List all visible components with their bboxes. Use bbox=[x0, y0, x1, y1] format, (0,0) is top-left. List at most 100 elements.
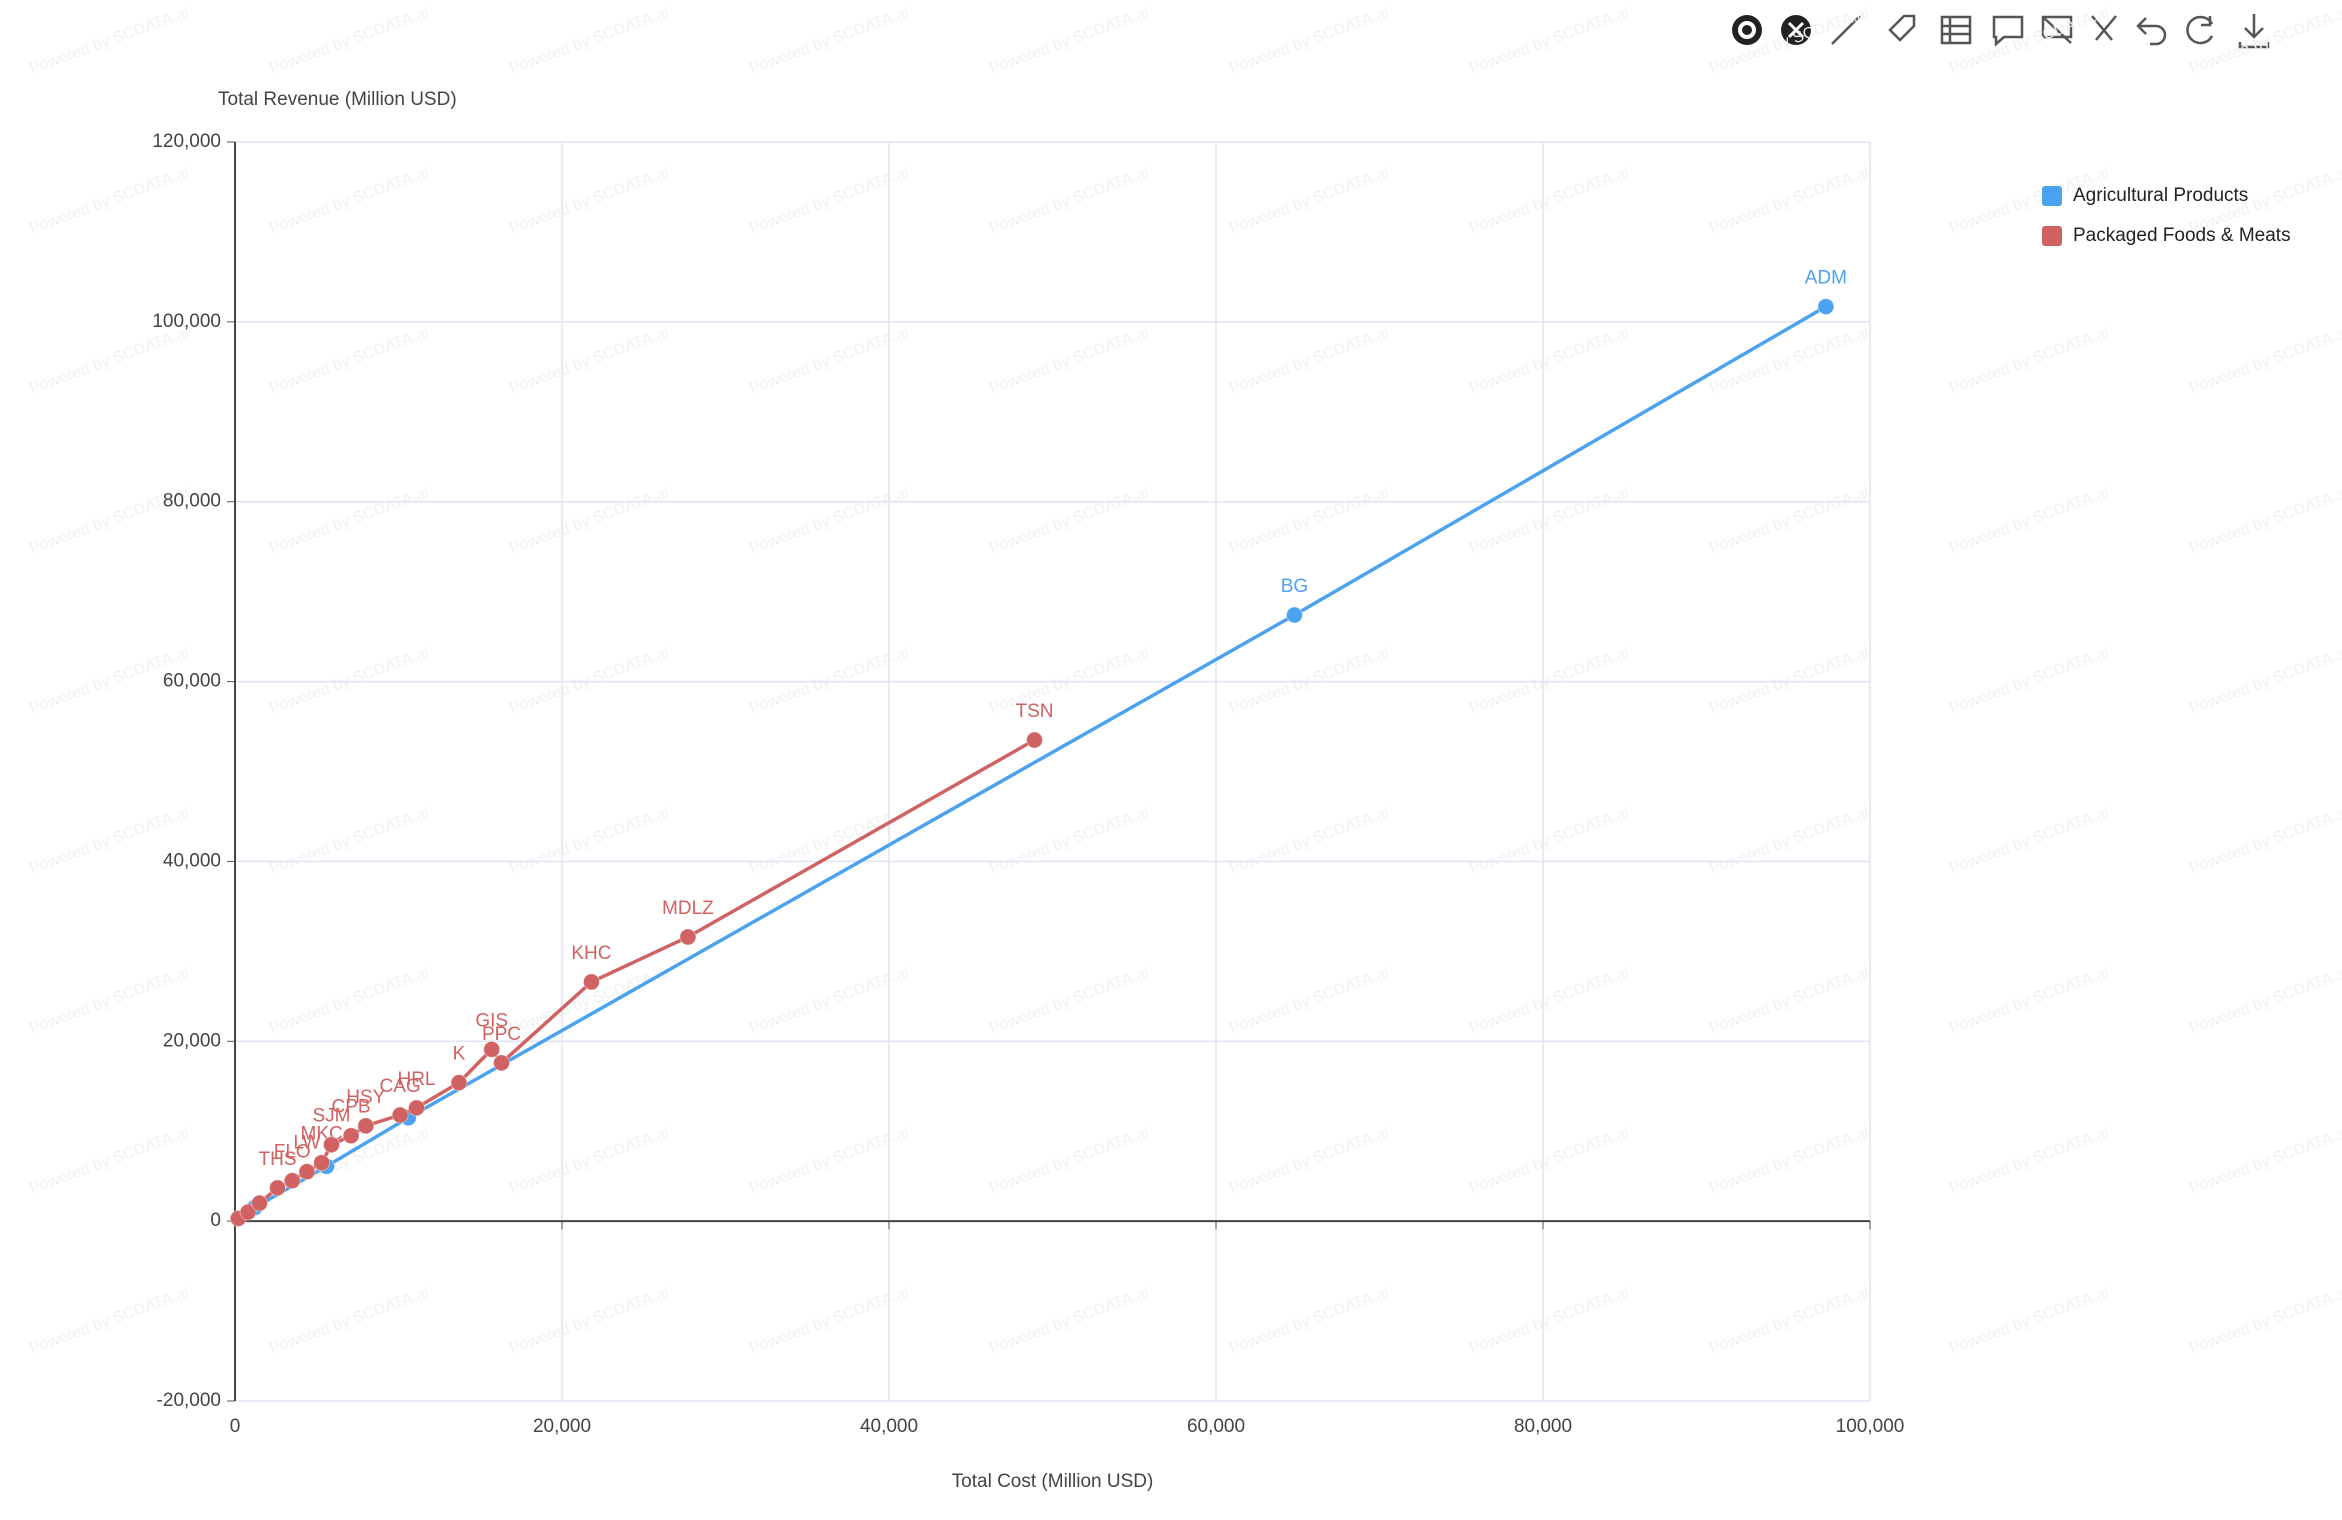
y-tick-label: 100,000 bbox=[152, 311, 221, 332]
watermark: Powered by SCDATA.ai bbox=[987, 484, 1151, 558]
point-label: MDLZ bbox=[662, 898, 714, 919]
tool-no-comment[interactable] bbox=[2041, 15, 2073, 44]
watermark: Powered by SCDATA.ai bbox=[2187, 1124, 2342, 1198]
y-tick-label: 80,000 bbox=[163, 491, 221, 512]
watermark: Powered by SCDATA.ai bbox=[267, 484, 431, 558]
watermark: Powered by SCDATA.ai bbox=[1947, 804, 2111, 878]
watermark: Powered by SCDATA.ai bbox=[267, 164, 431, 238]
series-line bbox=[253, 305, 1827, 1210]
legend-swatch bbox=[2042, 186, 2062, 206]
tool-refresh[interactable] bbox=[2186, 15, 2214, 45]
watermark: Powered by SCDATA.ai bbox=[1707, 804, 1871, 878]
watermark: Powered by SCDATA.ai bbox=[1947, 1284, 2111, 1358]
legend-label: Packaged Foods & Meats bbox=[2073, 225, 2291, 246]
watermark: Powered by SCDATA.ai bbox=[2187, 484, 2342, 558]
watermark: Powered by SCDATA.ai bbox=[747, 484, 911, 558]
point bbox=[269, 1179, 287, 1197]
watermark: Powered by SCDATA.ai bbox=[1707, 1284, 1871, 1358]
watermark: Powered by SCDATA.ai bbox=[27, 1284, 191, 1358]
watermark: Powered by SCDATA.ai bbox=[1467, 964, 1631, 1038]
watermark: Powered by SCDATA.ai bbox=[987, 4, 1151, 78]
point-label: CPB bbox=[332, 1097, 371, 1118]
x-tick-label: 20,000 bbox=[533, 1416, 591, 1437]
point bbox=[313, 1154, 331, 1172]
watermark: Powered by SCDATA.ai bbox=[1227, 964, 1391, 1038]
watermark: Powered by SCDATA.ai bbox=[987, 324, 1151, 398]
watermark: Powered by SCDATA.ai bbox=[1947, 484, 2111, 558]
watermark: Powered by SCDATA.ai bbox=[1947, 1124, 2111, 1198]
tool-table[interactable] bbox=[1940, 15, 1972, 45]
point-label: PPC bbox=[482, 1024, 521, 1045]
point-label: K bbox=[453, 1044, 466, 1065]
tool-point[interactable] bbox=[1732, 15, 1762, 45]
tool-line[interactable] bbox=[1831, 15, 1861, 45]
point bbox=[298, 1163, 316, 1181]
point-label: SJM bbox=[312, 1106, 350, 1127]
watermark: Powered by SCDATA.ai bbox=[27, 4, 191, 78]
point bbox=[679, 928, 697, 946]
point-label: FLO bbox=[274, 1142, 311, 1163]
y-axis-title: Total Revenue (Million USD) bbox=[218, 89, 457, 110]
x-tick-label: 0 bbox=[230, 1416, 241, 1437]
watermark: Powered by SCDATA.ai bbox=[2187, 1284, 2342, 1358]
point-label: HSY bbox=[346, 1087, 385, 1108]
x-tick-label: 40,000 bbox=[860, 1416, 918, 1437]
y-tick-label: -20,000 bbox=[157, 1390, 221, 1411]
point bbox=[357, 1117, 375, 1135]
point-label: GIS bbox=[475, 1010, 508, 1031]
watermark: Powered by SCDATA.ai bbox=[987, 964, 1151, 1038]
watermark: Powered by SCDATA.ai bbox=[1947, 964, 2111, 1038]
watermark: Powered by SCDATA.ai bbox=[1227, 324, 1391, 398]
x-tick-label: 100,000 bbox=[1836, 1416, 1905, 1437]
watermark: Powered by SCDATA.ai bbox=[1947, 644, 2111, 718]
point bbox=[322, 1136, 340, 1154]
point bbox=[1285, 606, 1303, 624]
point-label: THS bbox=[259, 1149, 297, 1170]
watermark: Powered by SCDATA.ai bbox=[267, 4, 431, 78]
watermark: Powered by SCDATA.ai bbox=[1707, 4, 1871, 78]
watermark: Powered by SCDATA.ai bbox=[27, 164, 191, 238]
watermark: Powered by SCDATA.ai bbox=[747, 804, 911, 878]
tool-undo[interactable] bbox=[2136, 17, 2167, 46]
x-axis-title: Total Cost (Million USD) bbox=[952, 1471, 1154, 1492]
watermark: Powered by SCDATA.ai bbox=[1467, 324, 1631, 398]
watermark: Powered by SCDATA.ai bbox=[2187, 804, 2342, 878]
watermark: Powered by SCDATA.ai bbox=[987, 804, 1151, 878]
point bbox=[1817, 298, 1835, 316]
point bbox=[1026, 731, 1044, 749]
point bbox=[251, 1194, 269, 1212]
watermark: Powered by SCDATA.ai bbox=[1707, 484, 1871, 558]
point-label: ADM bbox=[1805, 268, 1847, 289]
watermark: Powered by SCDATA.ai bbox=[1467, 804, 1631, 878]
watermark: Powered by SCDATA.ai bbox=[747, 964, 911, 1038]
watermark: Powered by SCDATA.ai bbox=[507, 484, 671, 558]
x-tick-label: 60,000 bbox=[1187, 1416, 1245, 1437]
tool-comment[interactable] bbox=[1992, 15, 2024, 47]
point bbox=[407, 1099, 425, 1117]
y-tick-label: 0 bbox=[210, 1210, 221, 1231]
watermark: Powered by SCDATA.ai bbox=[1707, 1124, 1871, 1198]
watermark: Powered by SCDATA.ai bbox=[747, 324, 911, 398]
point bbox=[582, 973, 600, 991]
watermark: Powered by SCDATA.ai bbox=[1707, 964, 1871, 1038]
tool-clear[interactable] bbox=[1781, 15, 1811, 45]
tool-tag[interactable] bbox=[1888, 14, 1916, 42]
watermark: Powered by SCDATA.ai bbox=[507, 1124, 671, 1198]
watermark: Powered by SCDATA.ai bbox=[1947, 4, 2111, 78]
tool-download[interactable] bbox=[2238, 14, 2270, 49]
watermark: Powered by SCDATA.ai bbox=[1227, 1284, 1391, 1358]
watermark: Powered by SCDATA.ai bbox=[1227, 1124, 1391, 1198]
point-label: LW bbox=[293, 1133, 320, 1154]
watermark: Powered by SCDATA.ai bbox=[2187, 964, 2342, 1038]
watermark: Powered by SCDATA.ai bbox=[1467, 484, 1631, 558]
y-tick-label: 120,000 bbox=[152, 131, 221, 152]
watermark: Powered by SCDATA.ai bbox=[1467, 1284, 1631, 1358]
point bbox=[342, 1127, 360, 1145]
point-label: TSN bbox=[1016, 701, 1054, 722]
watermark: Powered by SCDATA.ai bbox=[267, 324, 431, 398]
tool-cut[interactable] bbox=[2091, 15, 2117, 41]
watermark: Powered by SCDATA.ai bbox=[507, 804, 671, 878]
watermark: Powered by SCDATA.ai bbox=[1467, 164, 1631, 238]
point bbox=[493, 1054, 511, 1072]
